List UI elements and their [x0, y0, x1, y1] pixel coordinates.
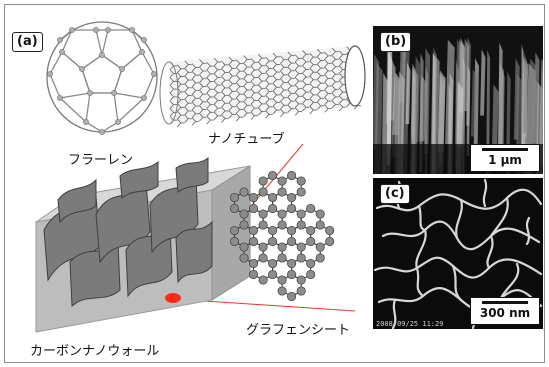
scale-bar-c-label: 300 nm [479, 306, 531, 320]
nanotube [159, 45, 366, 128]
label-nanowall: カーボンナノウォール [30, 344, 160, 359]
graphene-sheet [229, 170, 335, 302]
carbon-nanowall [35, 156, 251, 333]
label-nanotube: ナノチューブ [208, 132, 285, 147]
panel-label-c: (c) [380, 184, 410, 204]
scale-bar-b-label: 1 μm [488, 153, 522, 167]
sem-timestamp: 2008/09/25 11:29 [376, 320, 444, 328]
panel-label-a: (a) [12, 32, 43, 52]
panel-label-b: (b) [380, 32, 412, 52]
sem-image-c [373, 178, 543, 329]
label-fullerene: フラーレン [68, 153, 134, 168]
scale-bar-c: 300 nm [470, 297, 540, 325]
scale-bar-b: 1 μm [470, 144, 540, 172]
fullerene-molecule [46, 21, 158, 133]
highlight-spot [165, 293, 181, 303]
label-graphene: グラフェンシート [246, 323, 351, 338]
